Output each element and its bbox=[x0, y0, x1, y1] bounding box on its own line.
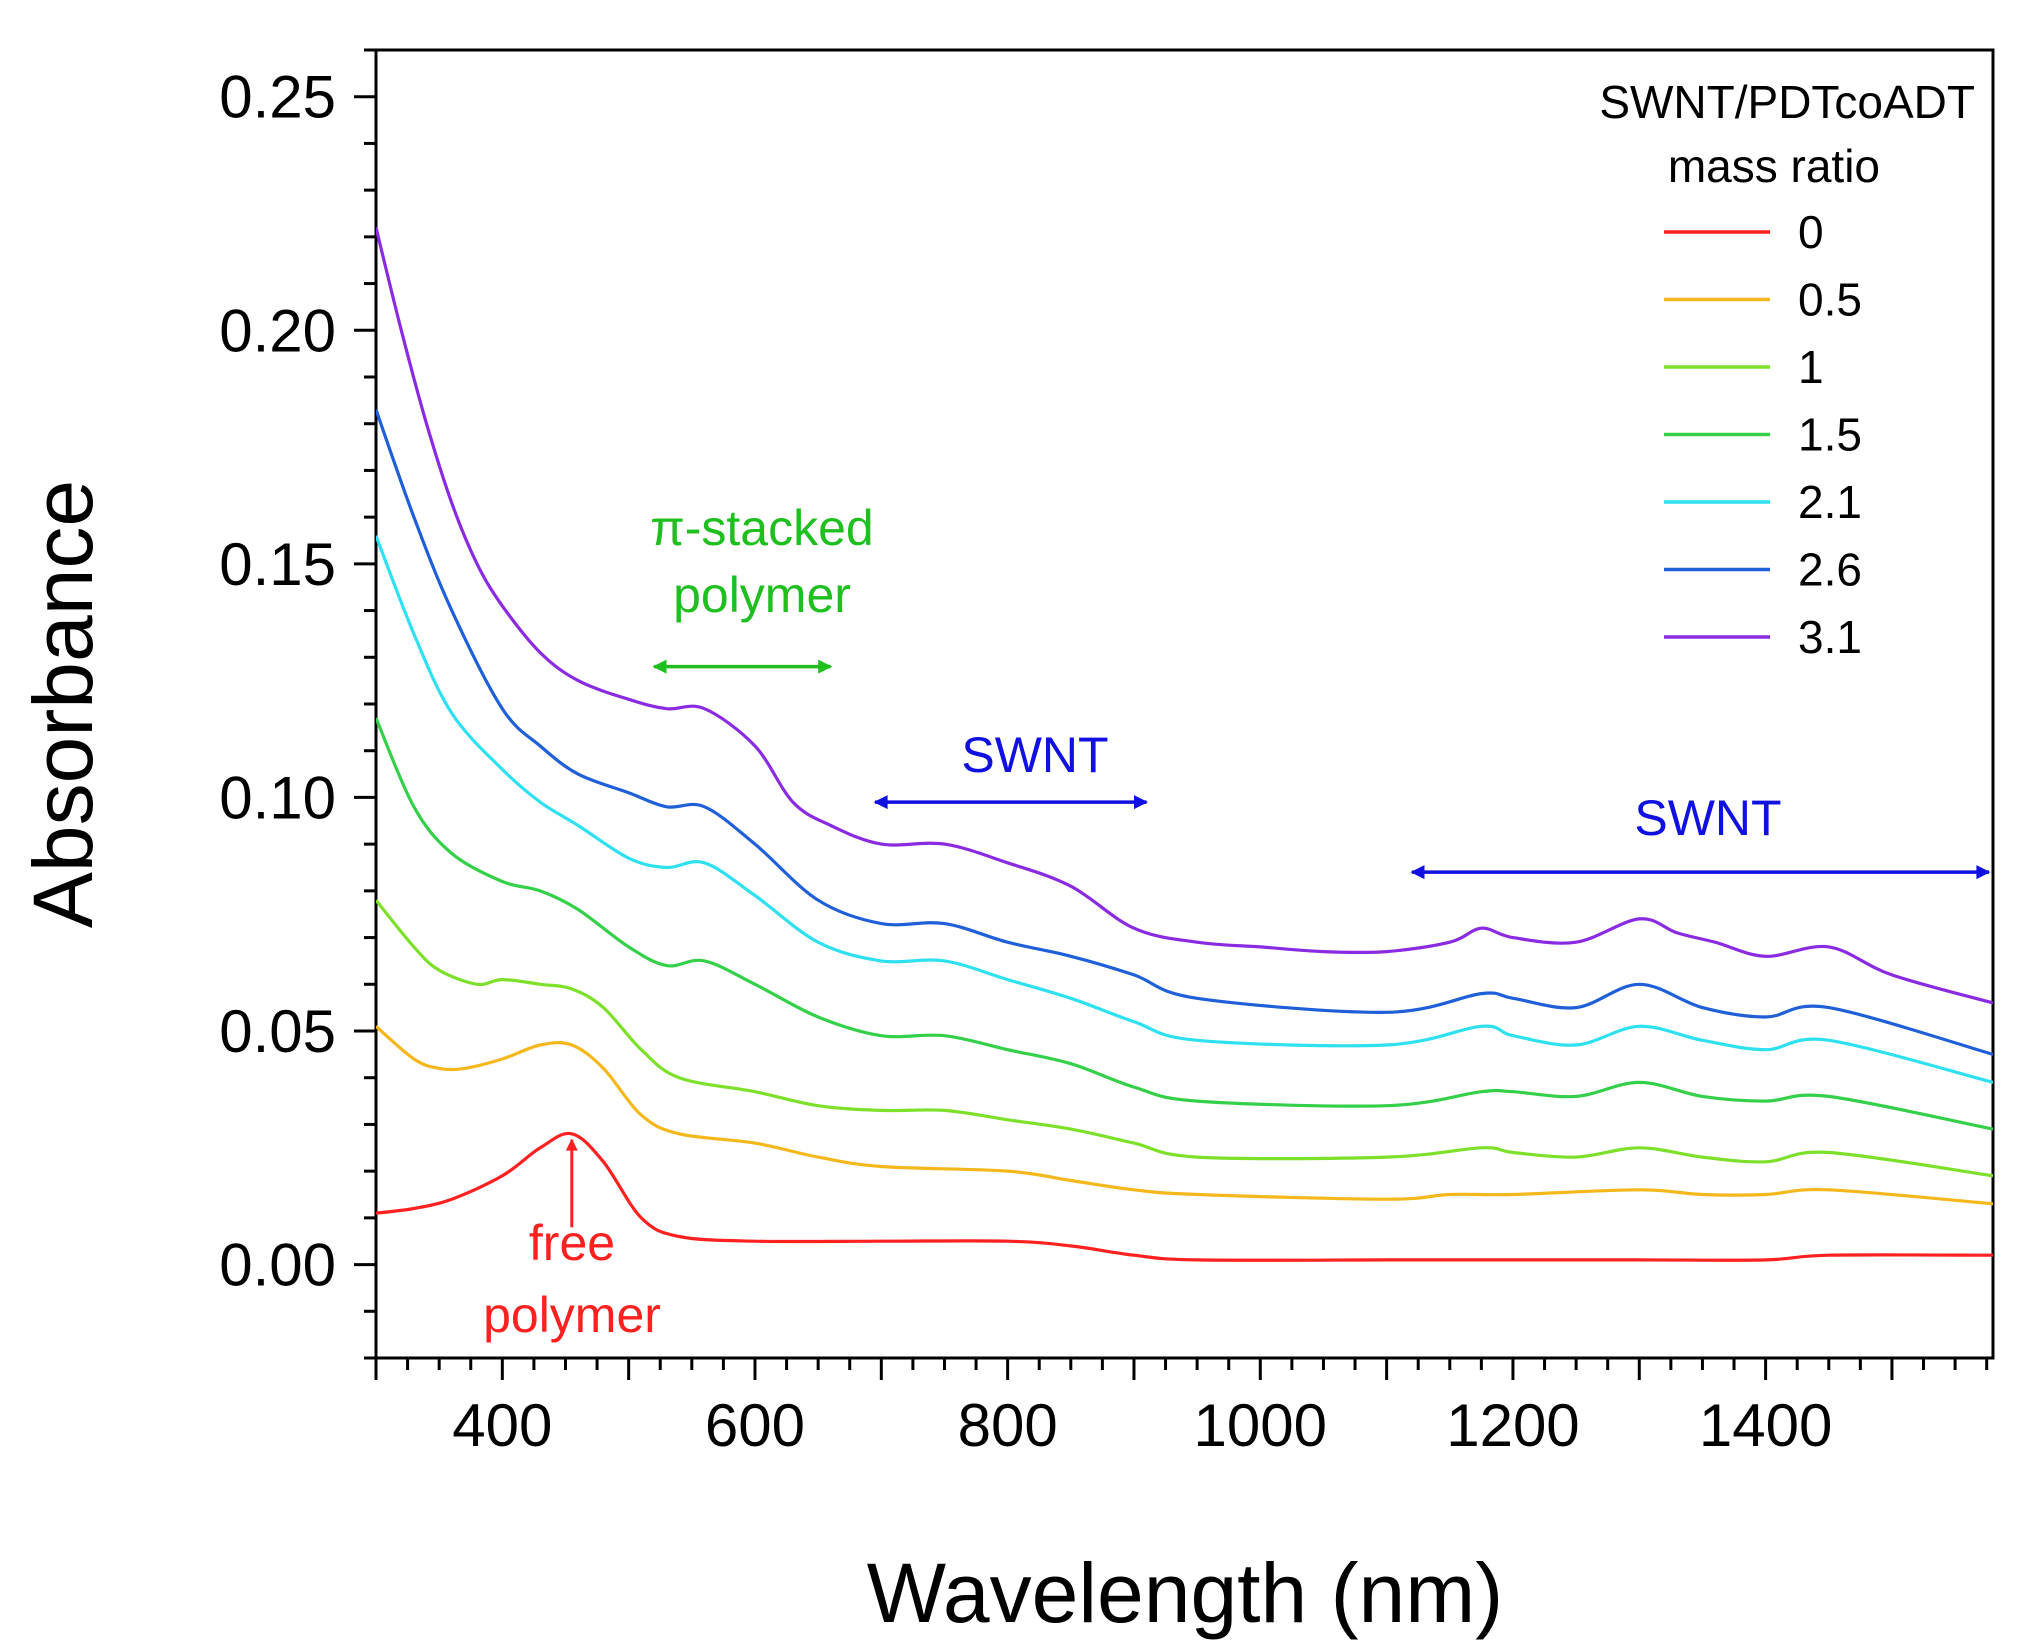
x-axis-title: Wavelength (nm) bbox=[867, 1546, 1503, 1640]
swnt-mid-label: SWNT bbox=[961, 727, 1108, 783]
y-axis: 0.00 0.05 0.10 0.15 0.20 0.25 bbox=[219, 48, 376, 1360]
x-tick-label: 600 bbox=[705, 1392, 805, 1459]
legend-label: 2.6 bbox=[1798, 544, 1862, 596]
free-polymer-label-line1: free bbox=[529, 1215, 615, 1271]
x-tick-label: 1200 bbox=[1446, 1392, 1579, 1459]
y-axis-title: Absorbance bbox=[16, 480, 110, 928]
series-group bbox=[376, 227, 1993, 1262]
legend: SWNT/PDTcoADT mass ratio 0 0.5 1 1.5 2.1 2.6 3… bbox=[1599, 76, 1975, 663]
legend-title-line1: SWNT/PDTcoADT bbox=[1599, 76, 1975, 128]
y-tick-label: 0.00 bbox=[219, 1232, 336, 1299]
series-line-1-5 bbox=[376, 717, 1993, 1131]
y-tick-label: 0.15 bbox=[219, 531, 336, 598]
swnt-right-label: SWNT bbox=[1634, 790, 1781, 846]
legend-label: 1.5 bbox=[1798, 409, 1862, 461]
series-line-1 bbox=[376, 899, 1993, 1178]
y-tick-label: 0.25 bbox=[219, 64, 336, 131]
legend-title-line2: mass ratio bbox=[1668, 140, 1880, 192]
series-line-2-6 bbox=[376, 409, 1993, 1056]
series-line-0-5 bbox=[376, 1025, 1993, 1206]
x-axis: 400 600 800 1000 1200 1400 bbox=[374, 1358, 1989, 1459]
y-tick-label: 0.20 bbox=[219, 297, 336, 364]
y-tick-label: 0.05 bbox=[219, 998, 336, 1065]
legend-label: 0.5 bbox=[1798, 274, 1862, 326]
legend-label: 2.1 bbox=[1798, 476, 1862, 528]
legend-label: 1 bbox=[1798, 341, 1824, 393]
x-tick-label: 800 bbox=[958, 1392, 1058, 1459]
x-tick-label: 400 bbox=[452, 1392, 552, 1459]
series-line-3-1 bbox=[376, 227, 1993, 1005]
y-tick-label: 0.10 bbox=[219, 764, 336, 831]
legend-label: 0 bbox=[1798, 206, 1824, 258]
pi-stacked-label-line1: π-stacked bbox=[650, 500, 873, 556]
series-line-2-1 bbox=[376, 535, 1993, 1084]
pi-stacked-label-line2: polymer bbox=[673, 567, 851, 623]
annotations: free polymer π-stacked polymer SWNT SWNT bbox=[483, 500, 1991, 1343]
x-tick-label: 1400 bbox=[1699, 1392, 1832, 1459]
free-polymer-label-line2: polymer bbox=[483, 1287, 661, 1343]
series-line-0 bbox=[376, 1131, 1993, 1262]
x-tick-label: 1000 bbox=[1194, 1392, 1327, 1459]
legend-label: 3.1 bbox=[1798, 611, 1862, 663]
